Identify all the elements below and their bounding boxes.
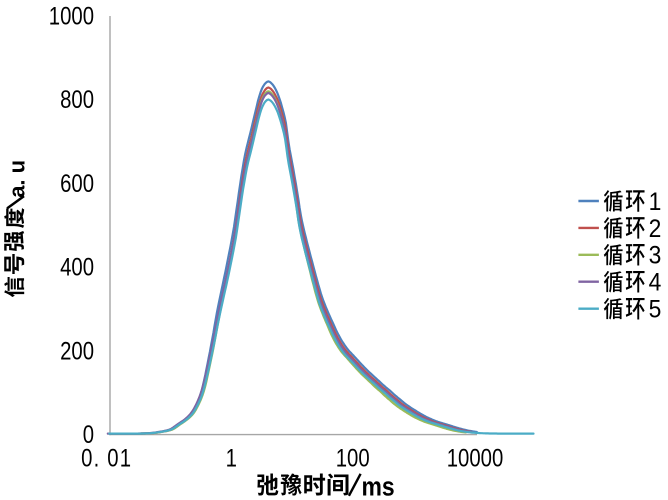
svg-text:1: 1	[649, 188, 662, 216]
svg-text:0. 01: 0. 01	[81, 443, 132, 472]
svg-text:10000: 10000	[447, 443, 504, 472]
svg-text:1: 1	[226, 443, 237, 472]
svg-text:0: 0	[83, 420, 94, 449]
svg-text:400: 400	[60, 252, 94, 281]
svg-text:100: 100	[336, 443, 370, 472]
svg-text:a. u: a. u	[4, 160, 29, 198]
svg-text:ms: ms	[362, 472, 395, 500]
svg-text:5: 5	[649, 296, 662, 324]
svg-text:600: 600	[60, 169, 94, 198]
svg-text:200: 200	[60, 336, 94, 365]
svg-text:2: 2	[649, 215, 662, 243]
svg-text:3: 3	[649, 242, 662, 270]
svg-text:800: 800	[60, 85, 94, 114]
svg-text:4: 4	[649, 269, 662, 297]
svg-text:1000: 1000	[49, 1, 94, 30]
